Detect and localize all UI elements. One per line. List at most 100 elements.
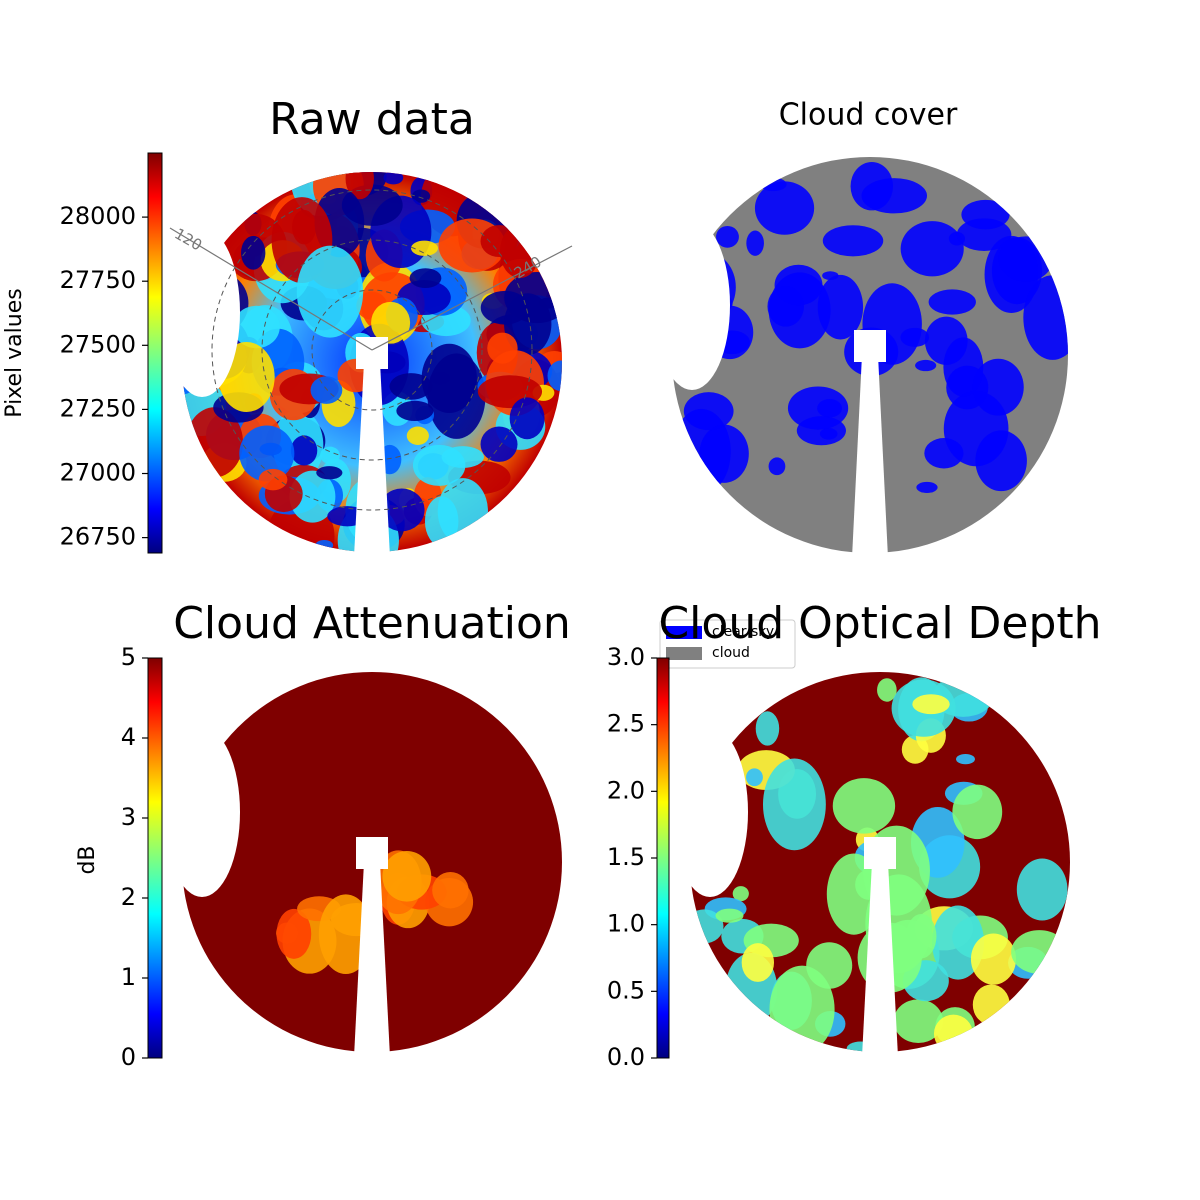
image-blob: [371, 301, 411, 344]
image-blob: [396, 400, 434, 421]
image-blob: [421, 343, 477, 414]
image-notch: [654, 220, 730, 390]
image-blob: [817, 274, 864, 340]
colorbar-tick-label: 3.0: [607, 643, 645, 671]
image-blob: [956, 218, 1012, 251]
image-blob: [850, 161, 894, 211]
image-blob: [412, 444, 466, 486]
image-blob: [822, 225, 884, 257]
image-blob: [258, 468, 288, 491]
image-notch: [164, 727, 240, 897]
image-blob: [912, 694, 950, 715]
image-wedge: [354, 862, 390, 1057]
image-blob: [239, 425, 295, 482]
image-blob: [928, 289, 976, 315]
image-wedge: [852, 355, 888, 558]
polar-ring: [211, 189, 533, 511]
colorbar-tick-label: 1.0: [607, 910, 645, 938]
colorbar-tick-label: 5: [121, 643, 136, 671]
panel-title: Raw data: [269, 94, 475, 145]
image-mask: [356, 837, 388, 869]
image-blob: [432, 872, 469, 909]
colorbar: [656, 657, 670, 1059]
image-blob: [480, 290, 530, 325]
image-blob: [683, 392, 734, 431]
image-wedge: [862, 862, 898, 1057]
image-blob: [970, 933, 1017, 985]
image-blob: [316, 466, 343, 480]
image-blob: [310, 376, 343, 404]
image-blob: [760, 177, 787, 192]
legend-swatch: [666, 647, 702, 660]
image-blob: [389, 373, 433, 400]
image-blob: [241, 235, 266, 270]
colorbar-tick-label: 28000: [60, 202, 136, 230]
image-blob: [943, 391, 1009, 467]
image-blob: [406, 426, 429, 445]
image-blob: [487, 332, 518, 364]
image-blob: [832, 778, 896, 834]
image-blob: [289, 470, 336, 523]
image-blob: [411, 189, 431, 203]
colorbar-tick-label: 2.0: [607, 776, 645, 804]
panel: Raw data 26750 27000 27250 27500 27750 28000 Pi…: [2, 94, 573, 557]
image-blob: [509, 397, 545, 440]
colorbar-label: dB: [75, 845, 100, 874]
image-blob: [382, 850, 432, 902]
image-blob: [741, 943, 775, 982]
image-mask: [854, 330, 886, 362]
colorbar-tick-label: 26750: [60, 523, 136, 551]
image-blob: [943, 337, 984, 397]
colorbar-tick-label: 27250: [60, 394, 136, 422]
image-blob: [893, 999, 944, 1044]
colorbar-tick-label: 1: [121, 963, 136, 991]
image-blob: [320, 446, 340, 464]
polar-ring: [261, 239, 483, 461]
image-blob: [383, 172, 404, 185]
image-blob: [1011, 930, 1068, 974]
image-blob: [916, 481, 938, 493]
panel: Cloud cover clear sky cloud: [654, 98, 1068, 669]
colorbar-tick-label: 27500: [60, 330, 136, 358]
polar-axis: [371, 245, 573, 351]
panel-title: Cloud cover: [779, 98, 958, 133]
image-mask: [864, 837, 896, 869]
colorbar-tick-label: 0: [121, 1043, 136, 1071]
image-blob: [915, 359, 937, 372]
image-blob: [290, 435, 318, 466]
image-blob: [1016, 858, 1068, 921]
image-blob: [755, 711, 780, 746]
colorbar-tick-label: 0.5: [607, 976, 645, 1004]
image-blob: [754, 181, 815, 235]
panel: Cloud Optical Depth 0.0 0.5 1.0 1.5 2.0 2.5 3.0: [607, 598, 1102, 1071]
image-blob: [547, 360, 562, 392]
colorbar-tick-label: 0.0: [607, 1043, 645, 1071]
image-blob: [746, 230, 764, 256]
image-blob: [424, 496, 459, 547]
image-mask: [356, 337, 388, 369]
image-blob: [296, 245, 364, 338]
image-blob: [315, 539, 334, 551]
image-blob: [379, 488, 425, 532]
colorbar: [147, 657, 163, 1059]
colorbar-tick-label: 2.5: [607, 710, 645, 738]
image-blob: [768, 272, 831, 349]
panel-title: Cloud Optical Depth: [658, 598, 1101, 649]
image-blob: [877, 678, 897, 702]
colorbar-tick-label: 3: [121, 803, 136, 831]
colorbar-tick-label: 27750: [60, 266, 136, 294]
image-blob: [787, 386, 849, 430]
image-blob: [956, 754, 975, 765]
image-blob: [732, 886, 749, 902]
image-blob: [716, 225, 739, 248]
panel: Cloud Attenuation 0 1 2 3 4 5 dB: [75, 598, 571, 1071]
polar-ring: [311, 289, 433, 411]
image-blob: [933, 1014, 973, 1052]
colorbar-label: Pixel values: [2, 288, 27, 417]
image-blob: [762, 758, 826, 851]
image-blob: [768, 457, 786, 476]
legend-swatch: [666, 626, 702, 639]
colorbar-tick-label: 2: [121, 883, 136, 911]
image-blob: [769, 965, 835, 1052]
